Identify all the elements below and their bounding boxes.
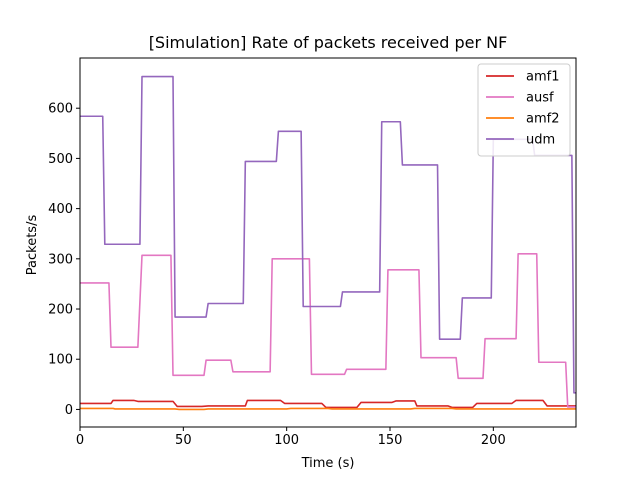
y-tick-label: 0 bbox=[65, 403, 73, 418]
y-tick-label: 300 bbox=[48, 252, 73, 267]
y-tick-label: 400 bbox=[48, 202, 73, 217]
legend-label-ausf: ausf bbox=[526, 91, 554, 106]
y-tick-label: 100 bbox=[48, 353, 73, 368]
plot-lines bbox=[80, 75, 576, 411]
y-tick-label: 500 bbox=[48, 152, 73, 167]
series-line-udm bbox=[80, 75, 576, 394]
legend-label-udm: udm bbox=[526, 133, 555, 148]
y-tick-label: 600 bbox=[48, 102, 73, 117]
series-line-ausf bbox=[80, 253, 576, 408]
x-axis-label: Time (s) bbox=[301, 456, 355, 471]
x-tick-label: 200 bbox=[481, 433, 506, 448]
series-line-amf1 bbox=[80, 399, 576, 409]
x-tick-label: 50 bbox=[175, 433, 192, 448]
legend-label-amf2: amf2 bbox=[526, 112, 559, 127]
series-line-amf2 bbox=[80, 407, 576, 411]
y-axis-label: Packets/s bbox=[25, 215, 40, 276]
legend-box bbox=[477, 63, 571, 157]
legend: amf1 ausf amf2 udm bbox=[477, 63, 571, 157]
x-tick-label: 150 bbox=[378, 433, 403, 448]
x-tick-label: 0 bbox=[76, 433, 84, 448]
y-tick-label: 200 bbox=[48, 303, 73, 318]
plot-frame bbox=[79, 57, 577, 428]
chart-title: [Simulation] Rate of packets received pe… bbox=[149, 33, 508, 52]
axes: 0 50 100 150 200 0 100 200 300 400 500 600 bbox=[48, 57, 577, 448]
x-tick-label: 100 bbox=[274, 433, 299, 448]
legend-label-amf1: amf1 bbox=[526, 70, 559, 85]
